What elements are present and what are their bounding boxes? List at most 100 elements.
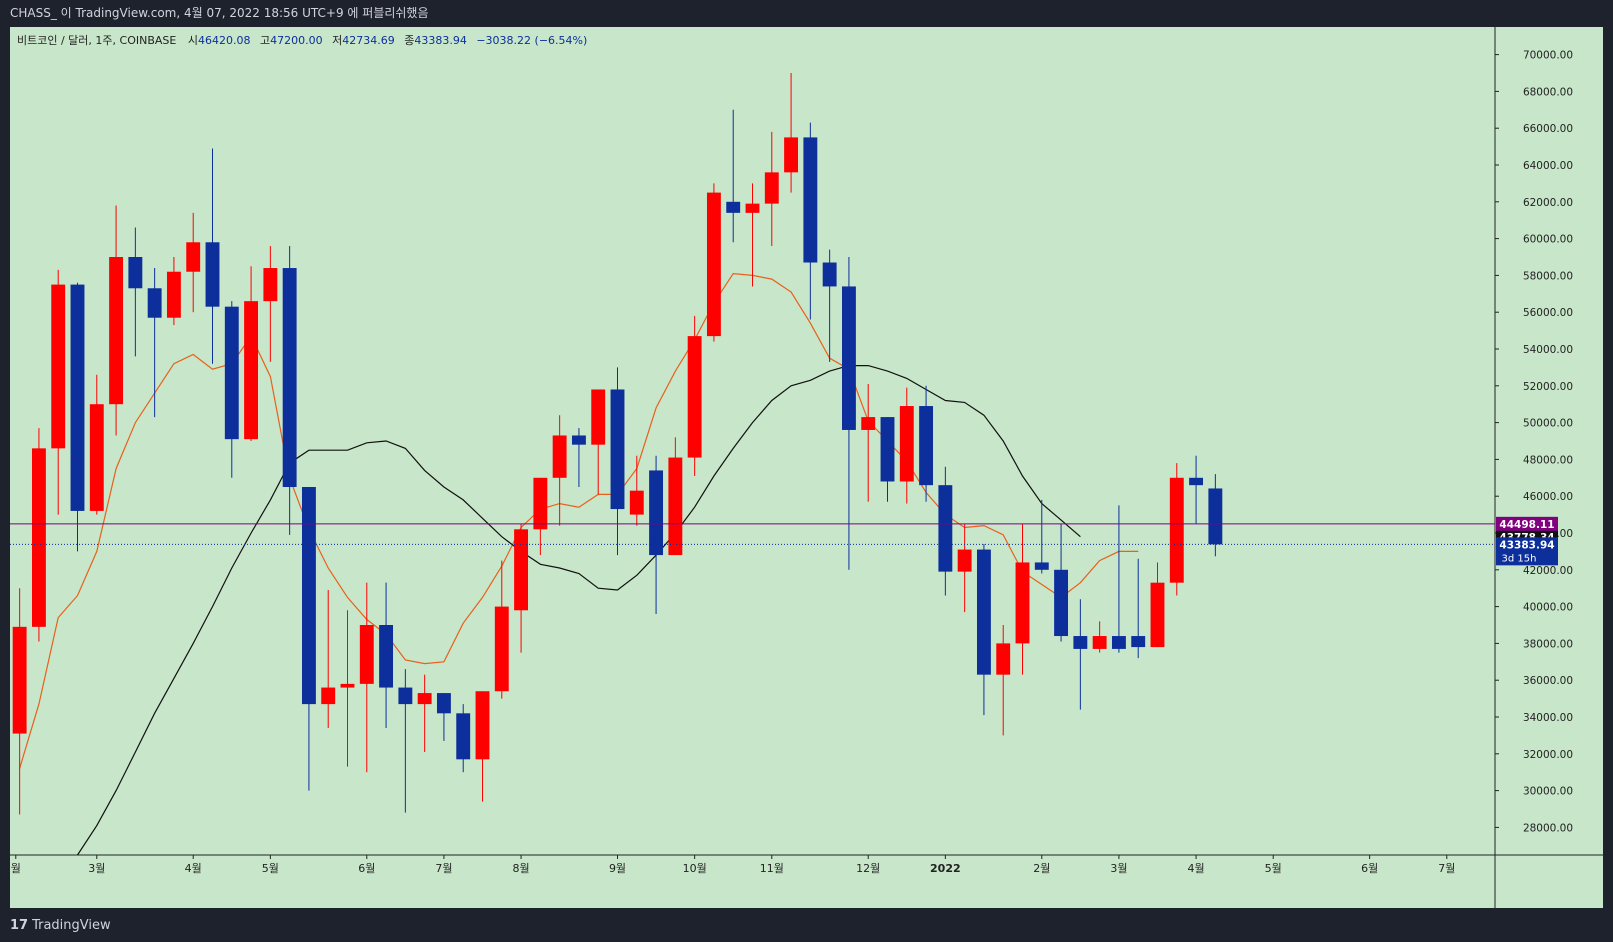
candle-body-down xyxy=(610,389,625,510)
candle xyxy=(649,455,664,614)
price-tick-label: 66000.00 xyxy=(1523,123,1573,135)
time-tick-label: 7월 xyxy=(435,862,452,875)
candle-body-up xyxy=(494,606,509,692)
time-tick-label: 2022 xyxy=(930,862,961,875)
candle-body-down xyxy=(1034,562,1049,570)
price-tick-label: 40000.00 xyxy=(1523,602,1573,614)
last-price-text: 43383.94 xyxy=(1499,539,1554,551)
candle xyxy=(166,257,181,326)
candle xyxy=(803,122,818,320)
candle xyxy=(186,212,201,313)
candle xyxy=(938,466,953,596)
price-tick-label: 56000.00 xyxy=(1523,307,1573,319)
candle xyxy=(1092,621,1107,653)
time-tick-label: 9월 xyxy=(609,862,626,875)
candle-body-up xyxy=(668,457,683,556)
candle xyxy=(321,590,336,729)
candle-body-down xyxy=(571,435,586,445)
candle xyxy=(706,183,721,342)
candle xyxy=(552,415,567,526)
price-tick-label: 42000.00 xyxy=(1523,565,1573,577)
publish-header: CHASS_ 이 TradingView.com, 4월 07, 2022 18… xyxy=(0,0,1613,27)
candle xyxy=(668,437,683,556)
candle-body-down xyxy=(398,687,413,705)
candle-body-up xyxy=(12,626,27,734)
time-tick-label: 5월 xyxy=(1265,862,1282,875)
candle-body-down xyxy=(1208,488,1223,545)
time-tick-label: 4월 xyxy=(185,862,202,875)
legend-low: 42734.69 xyxy=(342,34,395,47)
candle-body-up xyxy=(745,203,760,213)
price-axis-background xyxy=(1495,27,1603,855)
candle xyxy=(205,148,220,364)
price-tick-label: 62000.00 xyxy=(1523,197,1573,209)
candle xyxy=(244,266,259,441)
candle-body-down xyxy=(1054,569,1069,637)
candle xyxy=(726,109,741,243)
candle-body-down xyxy=(841,286,856,430)
candle xyxy=(436,693,451,741)
price-tick-label: 48000.00 xyxy=(1523,454,1573,466)
candle xyxy=(340,610,355,767)
chart-panel[interactable]: 28000.00 30000.00 32000.00 34000.00 36000.00… xyxy=(10,27,1603,908)
legend-high-label: 고 xyxy=(260,34,270,47)
candle xyxy=(1189,455,1204,524)
candle xyxy=(1131,558,1146,659)
legend-close: 43383.94 xyxy=(414,34,467,47)
candle-body-down xyxy=(1189,477,1204,486)
legend-open: 46420.08 xyxy=(198,34,251,47)
candle-body-down xyxy=(880,417,895,482)
candle-body-up xyxy=(784,137,799,173)
candle xyxy=(12,588,27,815)
price-tick-label: 34000.00 xyxy=(1523,712,1573,724)
candle-body-up xyxy=(1015,562,1030,644)
candle-body-up xyxy=(591,389,606,445)
candle-body-down xyxy=(803,137,818,263)
candle-body-up xyxy=(263,268,278,302)
price-tick-label: 64000.00 xyxy=(1523,160,1573,172)
candle xyxy=(1150,562,1165,648)
legend-low-label: 저 xyxy=(332,34,342,47)
candle xyxy=(1015,523,1030,675)
candle xyxy=(1034,499,1049,574)
countdown-text: 3d 15h xyxy=(1502,553,1537,564)
candle xyxy=(494,560,509,699)
legend-high: 47200.00 xyxy=(270,34,323,47)
time-tick-label: 월 xyxy=(11,862,21,875)
time-tick-label: 2월 xyxy=(1033,862,1050,875)
time-tick-label: 6월 xyxy=(358,862,375,875)
candle-body-up xyxy=(51,284,66,449)
candle-body-up xyxy=(629,490,644,515)
chart-svg[interactable]: 28000.00 30000.00 32000.00 34000.00 36000.00… xyxy=(10,27,1603,908)
candle-body-down xyxy=(282,268,297,487)
candle xyxy=(89,374,104,515)
candle xyxy=(456,704,471,773)
marker-price-text: 44498.11 xyxy=(1499,519,1554,531)
candle xyxy=(861,383,876,502)
candle-body-up xyxy=(687,336,702,458)
time-tick-label: 6월 xyxy=(1361,862,1378,875)
candle-body-up xyxy=(321,687,336,705)
tradingview-logo-icon: 17 xyxy=(10,917,29,933)
legend-change: −3038.22 (−6.54%) xyxy=(476,34,587,47)
legend-close-label: 종 xyxy=(404,34,414,47)
candle xyxy=(919,385,934,502)
time-tick-label: 3월 xyxy=(88,862,105,875)
time-tick-label: 4월 xyxy=(1188,862,1205,875)
marker-price-tag xyxy=(1496,516,1558,531)
candle-body-down xyxy=(649,470,664,556)
candle-body-down xyxy=(301,487,316,705)
price-axis: 28000.00 30000.00 32000.00 34000.00 36000.00… xyxy=(1495,50,1573,834)
candle xyxy=(359,582,374,773)
candle-body-up xyxy=(514,529,529,611)
price-tick-label: 28000.00 xyxy=(1523,822,1573,834)
time-tick-label: 10월 xyxy=(683,862,707,875)
candle xyxy=(1169,463,1184,596)
price-tick-label: 52000.00 xyxy=(1523,381,1573,393)
candle xyxy=(1054,523,1069,642)
candle-body-down xyxy=(456,713,471,760)
candle-body-up xyxy=(109,257,124,405)
footer: 17 TradingView xyxy=(0,908,1613,942)
candle xyxy=(976,544,991,716)
candle xyxy=(784,73,799,193)
